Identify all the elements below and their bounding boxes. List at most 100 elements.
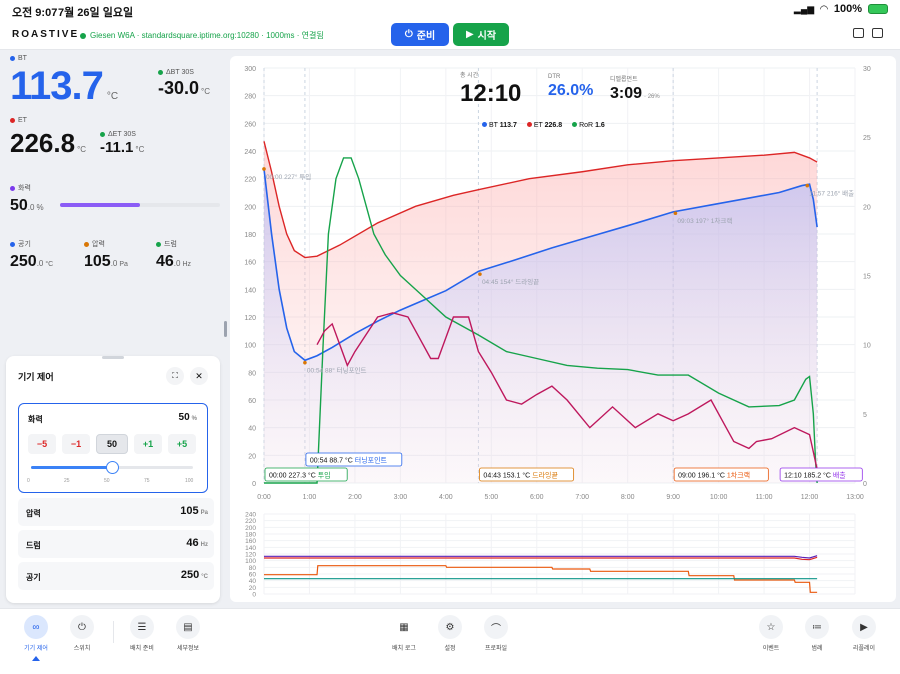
nav-batch-prep[interactable]: ☰ 배치 준비 (117, 615, 167, 652)
legend-et-dot-icon (526, 122, 532, 127)
legend-et-name: ET (533, 122, 543, 129)
nav-legend[interactable]: ≔ 범례 (792, 615, 842, 652)
nav-details[interactable]: ▤ 세부정보 (163, 615, 213, 652)
app-logo: ROASTIVE (12, 29, 80, 40)
det-dot-icon (100, 132, 105, 137)
heat-bar (60, 203, 220, 207)
nav-settings-label: 설정 (444, 646, 456, 652)
nav-settings[interactable]: ⚙ 설정 (425, 615, 475, 652)
heat-slider-handle[interactable] (106, 461, 119, 474)
dbt-label: ΔBT 30S (166, 69, 194, 76)
heat-control-label: 화력 (28, 415, 43, 424)
y-left-tick-label: 220 (244, 177, 256, 184)
legend-bt[interactable]: BT 113.7 (482, 122, 517, 129)
heat-slider-fill (31, 466, 112, 469)
heat-control-value: 50% (179, 412, 197, 423)
legend-et[interactable]: ET 226.8 (526, 122, 562, 129)
panel-resize-handle[interactable] (224, 321, 227, 337)
status-bar: 오전 9:07 7월 26일 일요일 ▂▄▆ ◠ 100% (0, 0, 900, 20)
bt-value: 113.7 (10, 64, 104, 108)
event-badge: 00:00 227.3 °C 투입 (264, 467, 348, 482)
ready-button[interactable]: ⏻ 준비 (391, 23, 449, 46)
y-left-tick-label: 180 (244, 232, 256, 239)
bt-line (263, 168, 818, 362)
card-grabber[interactable] (102, 356, 124, 359)
sidebar-toggle-icon[interactable] (853, 28, 864, 38)
heat-current-button[interactable]: 50 (96, 434, 128, 454)
bt-metric: BT 113.7 °C (10, 55, 118, 109)
nav-replay-label: 리플레이 (852, 646, 876, 652)
air-dot-icon (10, 241, 15, 247)
drum-row-unit: Hz (200, 542, 208, 548)
pressure-row[interactable]: 압력 105 Pa (18, 498, 214, 526)
sub-y-tick-label: 100 (245, 558, 256, 565)
event-badge-text: 12:10 185.2 °C 배출 (784, 471, 846, 480)
nav-batch-log-label: 배치 로그 (392, 646, 416, 652)
event-badge-name: 드라잉끝 (532, 471, 558, 480)
heat-plus1-button[interactable]: +1 (134, 434, 162, 454)
sub-orange-line (264, 565, 818, 593)
nav-events[interactable]: ☆ 이벤트 (746, 615, 796, 652)
et-metric: ET 226.8 °C (10, 117, 86, 159)
nav-batch-log[interactable]: ▦ 배치 로그 (379, 615, 429, 653)
list-icon: ☰ (130, 615, 154, 639)
link-icon: ∞ (24, 615, 48, 639)
total-time-value: 12:10 (460, 80, 522, 107)
event-badge-name: 투입 (318, 472, 331, 480)
x-tick-label: 5:00 (484, 494, 498, 501)
drum-row-label: 드럼 (26, 541, 41, 550)
event-badge-box (673, 467, 769, 482)
y-left-tick-label: 260 (244, 121, 256, 128)
slider-tick-100: 100 (185, 478, 194, 484)
slider-tick-0: 0 (27, 478, 30, 484)
close-icon[interactable]: ✕ (190, 367, 208, 385)
x-tick-label: 3:00 (394, 494, 408, 501)
y-left-tick-label: 100 (244, 343, 256, 350)
event-badge-box (479, 467, 575, 482)
expand-icon[interactable]: ⛶ (166, 367, 184, 385)
y-left-tick-label: 200 (244, 204, 256, 211)
pressure-label: 압력 (92, 241, 105, 248)
control-title: 기기 제어 (18, 372, 54, 382)
pressure-decimal: .0 (110, 259, 118, 268)
sub-red-line (264, 556, 818, 561)
drum-row[interactable]: 드럼 46 Hz (18, 530, 214, 558)
air-value: 250 (10, 253, 37, 270)
legend-ror[interactable]: RoR 1.6 (572, 122, 605, 129)
nav-switch[interactable]: ⏻ 스위치 (57, 615, 107, 652)
roast-chart[interactable]: 0204060801001201401601802002202402602803… (230, 56, 896, 602)
det-value: -11.1 (100, 139, 134, 156)
drum-row-value: 46 (186, 537, 199, 549)
status-date: 7월 26일 일요일 (58, 7, 134, 19)
et-line (263, 141, 818, 259)
y-right-tick-label: 0 (863, 481, 867, 488)
heat-control-box: 화력 50% −5 −1 50 +1 +5 0 25 50 75 100 (18, 403, 208, 493)
heat-minus1-button[interactable]: −1 (62, 434, 90, 454)
heat-minus5-button[interactable]: −5 (28, 434, 56, 454)
air-row[interactable]: 공기 250 °C (18, 562, 214, 590)
nav-device-control[interactable]: ∞ 기기 제어 (11, 615, 61, 661)
legend-bt-name: BT (488, 122, 498, 129)
ready-label: 준비 (416, 31, 436, 42)
et-label: ET (18, 117, 27, 124)
start-label: 시작 (477, 31, 497, 42)
heat-dot-icon (10, 185, 15, 191)
split-view-icon[interactable] (872, 28, 883, 38)
metrics-panel: BT 113.7 °C ΔBT 30S -30.0 °C ET 226.8 °C ΔE… (0, 51, 228, 606)
nav-legend-label: 범례 (811, 646, 823, 652)
event-badge-name: 터닝포인트 (355, 456, 388, 465)
et-dot-icon (10, 118, 15, 123)
y-right-tick-label: 25 (863, 135, 871, 142)
start-button[interactable]: ▶ 시작 (453, 23, 509, 46)
y-right-tick-label: 10 (863, 343, 871, 350)
dbt-metric: ΔBT 30S -30.0 °C (158, 69, 210, 99)
x-tick-label: 10:00 (710, 494, 728, 501)
y-left-tick-label: 300 (244, 66, 256, 73)
nav-replay[interactable]: ▶ 리플레이 (839, 615, 889, 652)
sub-y-tick-label: 200 (245, 525, 256, 532)
heat-slider[interactable] (31, 461, 193, 474)
total-time-label: 총 시간 (460, 73, 479, 79)
heat-plus5-button[interactable]: +5 (168, 434, 196, 454)
event-badge-text: 09:00 196.1 °C 1차크랙 (678, 471, 750, 480)
nav-profile[interactable]: ⌒ 프로파일 (471, 615, 521, 652)
